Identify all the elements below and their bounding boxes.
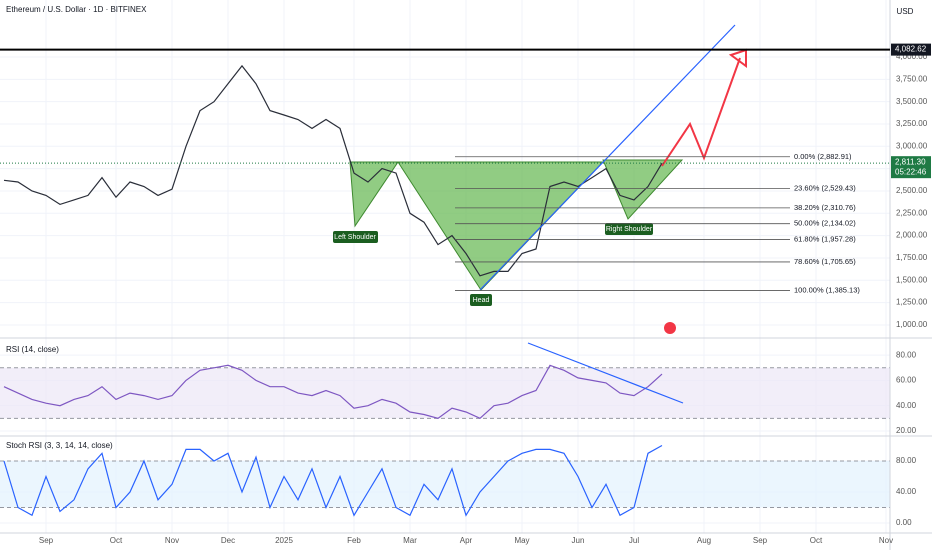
- annotation: Head: [473, 297, 490, 304]
- fib-label: 61.80% (1,957.28): [794, 234, 856, 243]
- fib-label: 50.00% (2,134.02): [794, 219, 856, 228]
- y-tick-label: 3,250.00: [896, 119, 928, 128]
- last-price-label: 2,811.30: [895, 157, 926, 166]
- x-tick-label: Apr: [460, 536, 473, 545]
- x-tick-label: Dec: [221, 536, 235, 545]
- badge: [605, 223, 653, 235]
- y-tick-label: 40.00: [896, 401, 917, 410]
- x-tick-label: 2025: [275, 536, 293, 545]
- y-tick-label: 1,000.00: [896, 320, 928, 329]
- y-tick-label: 2,500.00: [896, 186, 928, 195]
- x-tick-label: Aug: [697, 536, 711, 545]
- arrow-head: [728, 48, 747, 68]
- fib-label: 0.00% (2,882.91): [794, 152, 852, 161]
- y-tick-label: 20.00: [896, 426, 917, 435]
- x-tick-label: Nov: [879, 536, 893, 545]
- y-tick-label: 3,500.00: [896, 97, 928, 106]
- fib-label: 23.60% (2,529.43): [794, 183, 856, 192]
- y-tick-label: 40.00: [896, 487, 917, 496]
- y-tick-label: 2,250.00: [896, 208, 928, 217]
- chart-title: Ethereum / U.S. Dollar · 1D · BITFINEX: [6, 5, 147, 14]
- fib-label: 100.00% (1,385.13): [794, 286, 860, 295]
- price-badge: [891, 156, 931, 179]
- badge: [333, 231, 378, 243]
- trend-line: [479, 24, 736, 291]
- event-icon[interactable]: [664, 322, 676, 334]
- plot: [3, 64, 663, 517]
- y-tick-label: 1,500.00: [896, 275, 928, 284]
- currency[interactable]: USD: [897, 7, 914, 16]
- x-tick-label: Jun: [572, 536, 585, 545]
- grid: [0, 0, 890, 533]
- x-tick-label: Oct: [110, 536, 123, 545]
- y-tick-label: 80.00: [896, 350, 917, 359]
- x-tick-label: Jul: [629, 536, 639, 545]
- projection-arrow: [661, 57, 741, 167]
- y-tick-label: 1,250.00: [896, 298, 928, 307]
- fib-label: 38.20% (2,310.76): [794, 203, 856, 212]
- y-tick-label: 80.00: [896, 456, 917, 465]
- resistance-label: 4,082.62: [895, 45, 927, 54]
- x-tick-label: Sep: [39, 536, 54, 545]
- pane-title: Stoch RSI (3, 3, 14, 14, close): [6, 441, 113, 450]
- series-line: [3, 364, 663, 420]
- x-tick-label: Feb: [347, 536, 361, 545]
- annotation: Left Shoulder: [334, 234, 376, 241]
- series-line: [3, 444, 663, 517]
- y-tick-label: 60.00: [896, 376, 917, 385]
- y-tick-label: 4,000.00: [896, 52, 928, 61]
- pane-title: RSI (14, close): [6, 345, 59, 354]
- x-tick-label: Oct: [810, 536, 823, 545]
- y-tick-label: 3,000.00: [896, 141, 928, 150]
- badge: [470, 294, 492, 306]
- fib-label: 78.60% (1,705.65): [794, 257, 856, 266]
- price-badge: [891, 43, 931, 56]
- x-tick-label: Mar: [403, 536, 417, 545]
- right-shoulder-shape: [602, 159, 684, 220]
- y-tick-label: 1,750.00: [896, 253, 928, 262]
- rsi-trend-line: [527, 342, 684, 404]
- y-tick-label: 3,750.00: [896, 74, 928, 83]
- series-line: [3, 64, 663, 277]
- x-tick-label: Nov: [165, 536, 179, 545]
- x-tick-label: Sep: [753, 536, 768, 545]
- countdown: 05:22:46: [895, 167, 927, 176]
- y-tick-label: 0.00: [896, 518, 912, 527]
- x-tick-label: May: [514, 536, 529, 545]
- band: [0, 367, 890, 419]
- annotation: Right Shoulder: [606, 226, 653, 233]
- y-tick-label: 2,000.00: [896, 231, 928, 240]
